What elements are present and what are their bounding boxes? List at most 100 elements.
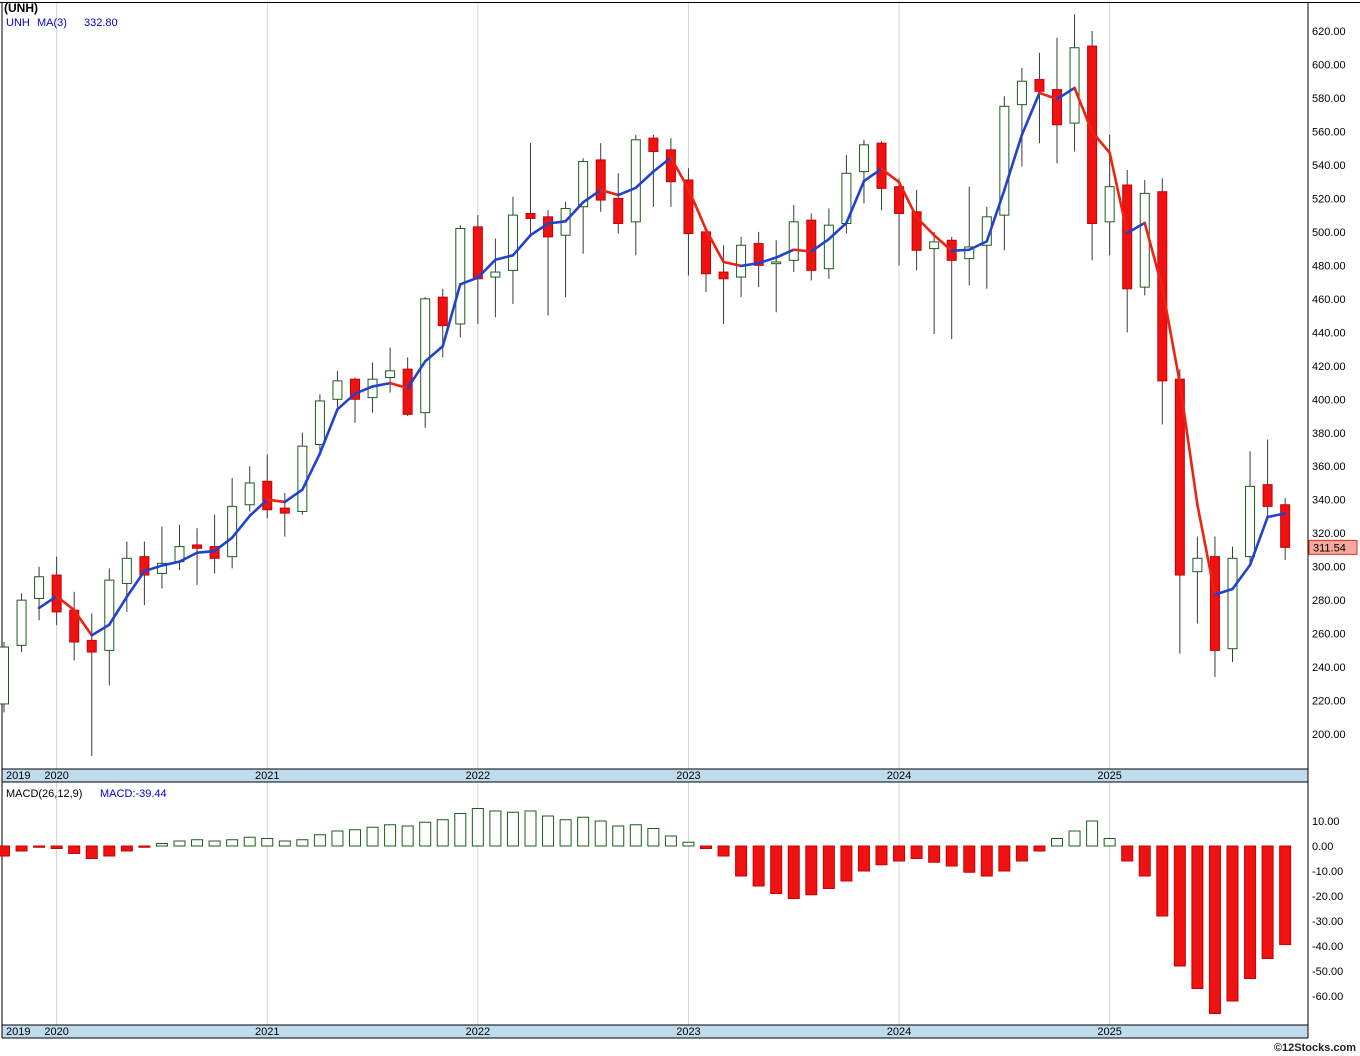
ma3-segment [476,258,497,279]
ma3-segment [564,201,585,223]
ma3-segment [616,186,638,197]
ma3-segment [143,564,164,573]
year-label-top: 2022 [466,770,490,782]
macd-bar [524,810,537,847]
macd-bar [1103,838,1116,847]
year-label-top: 2023 [676,770,700,782]
price-axis-label: 400.00 [1312,394,1346,406]
macd-bar [980,845,993,877]
macd-bar [261,838,274,847]
ma3-segment [1143,221,1164,289]
macd-axis-label: 10.00 [1312,816,1340,828]
candle-2022-08 [595,159,606,201]
macd-bar [682,841,695,847]
macd-bar [471,808,484,847]
macd-axis-label: -30.00 [1312,916,1343,928]
price-axis-label: 500.00 [1312,227,1346,239]
candle-2023-05 [753,243,764,266]
candle-2024-01 [894,186,905,214]
macd-bar [243,836,256,847]
ma3-segment [248,498,269,518]
watermark: ©12Stocks.com [1274,1042,1356,1054]
candle-2024-12 [1087,45,1098,225]
ma3-segment [1248,515,1269,567]
macd-bar [1015,845,1028,862]
ma3-segment [739,261,760,268]
price-axis-label: 540.00 [1312,160,1346,172]
price-axis-label: 380.00 [1312,428,1346,440]
candle-2019-12 [34,576,45,599]
candle-2023-08 [806,219,817,271]
last-price-label: 311.54 [1313,542,1346,554]
macd-bar [401,825,414,847]
ma3-segment [37,594,58,610]
macd-bar [50,845,63,849]
macd-axis-label: -10.00 [1312,866,1343,878]
candle-2020-11 [227,505,238,558]
macd-bar [173,840,186,847]
macd-legend-label: MACD(26,12,9) [6,788,82,800]
candle-2022-01 [472,226,483,280]
macd-bar [612,825,625,847]
ma3-segment [1266,512,1287,519]
macd-bar [770,845,783,894]
macd-bar [331,830,344,847]
candle-2019-10 [0,646,9,705]
ma3-segment [511,233,532,257]
candle-2021-12 [455,228,466,325]
ma3-segment [722,260,743,268]
price-axis-label: 560.00 [1312,126,1346,138]
macd-bar [454,813,467,847]
ma3-segment [336,392,357,411]
candle-2025-01 [1104,186,1115,223]
ma3-segment [704,228,725,264]
ma3-segment [160,560,181,567]
macd-bar [120,845,133,852]
last-price-tag [1308,539,1358,555]
ma3-segment [967,240,989,252]
ma3-segment [108,595,129,627]
macd-bar [805,845,818,896]
ma3-segment [1090,130,1111,154]
macd-bar [717,845,730,857]
macd-bar [1191,845,1204,989]
ma3-segment [880,167,901,184]
ma3-segment [125,569,146,599]
year-label-top: 2024 [887,770,911,782]
macd-bar [752,845,765,887]
ma3-segment [932,233,954,253]
macd-bar [489,810,502,847]
price-axis-label: 480.00 [1312,260,1346,272]
candle-2022-09 [613,197,624,225]
macd-bar [68,845,81,854]
macd-bar [33,845,46,848]
ma3-segment [494,254,515,262]
candle-2025-07 [1209,556,1220,651]
ma3-segment [950,248,971,253]
candle-2024-05 [964,246,975,260]
candle-2021-08 [385,370,396,379]
macd-axis-label: -40.00 [1312,941,1343,953]
candle-2022-04 [525,212,536,219]
ma3-segment [458,276,480,286]
ma3-segment [897,180,918,219]
ma3-segment [915,216,936,237]
price-axis-label: 260.00 [1312,629,1346,641]
legend-ma-label: MA(3) [37,17,67,29]
macd-bar [700,845,712,849]
macd-bar [577,816,590,847]
legend-ma-value: 332.80 [84,17,118,29]
year-label-bottom: 2022 [466,1026,490,1038]
ma3-segment [1213,587,1234,596]
ma3-segment [423,344,445,363]
candle-2024-03 [929,241,940,250]
macd-bar [155,843,168,847]
candle-2024-08 [1016,80,1027,106]
ma3-segment [213,536,234,553]
ma3-segment [845,179,866,225]
ma3-segment [581,188,603,204]
candle-2021-06 [350,378,360,400]
ma3-segment [178,551,199,563]
macd-bar [419,821,432,847]
ma3-segment [827,221,848,241]
